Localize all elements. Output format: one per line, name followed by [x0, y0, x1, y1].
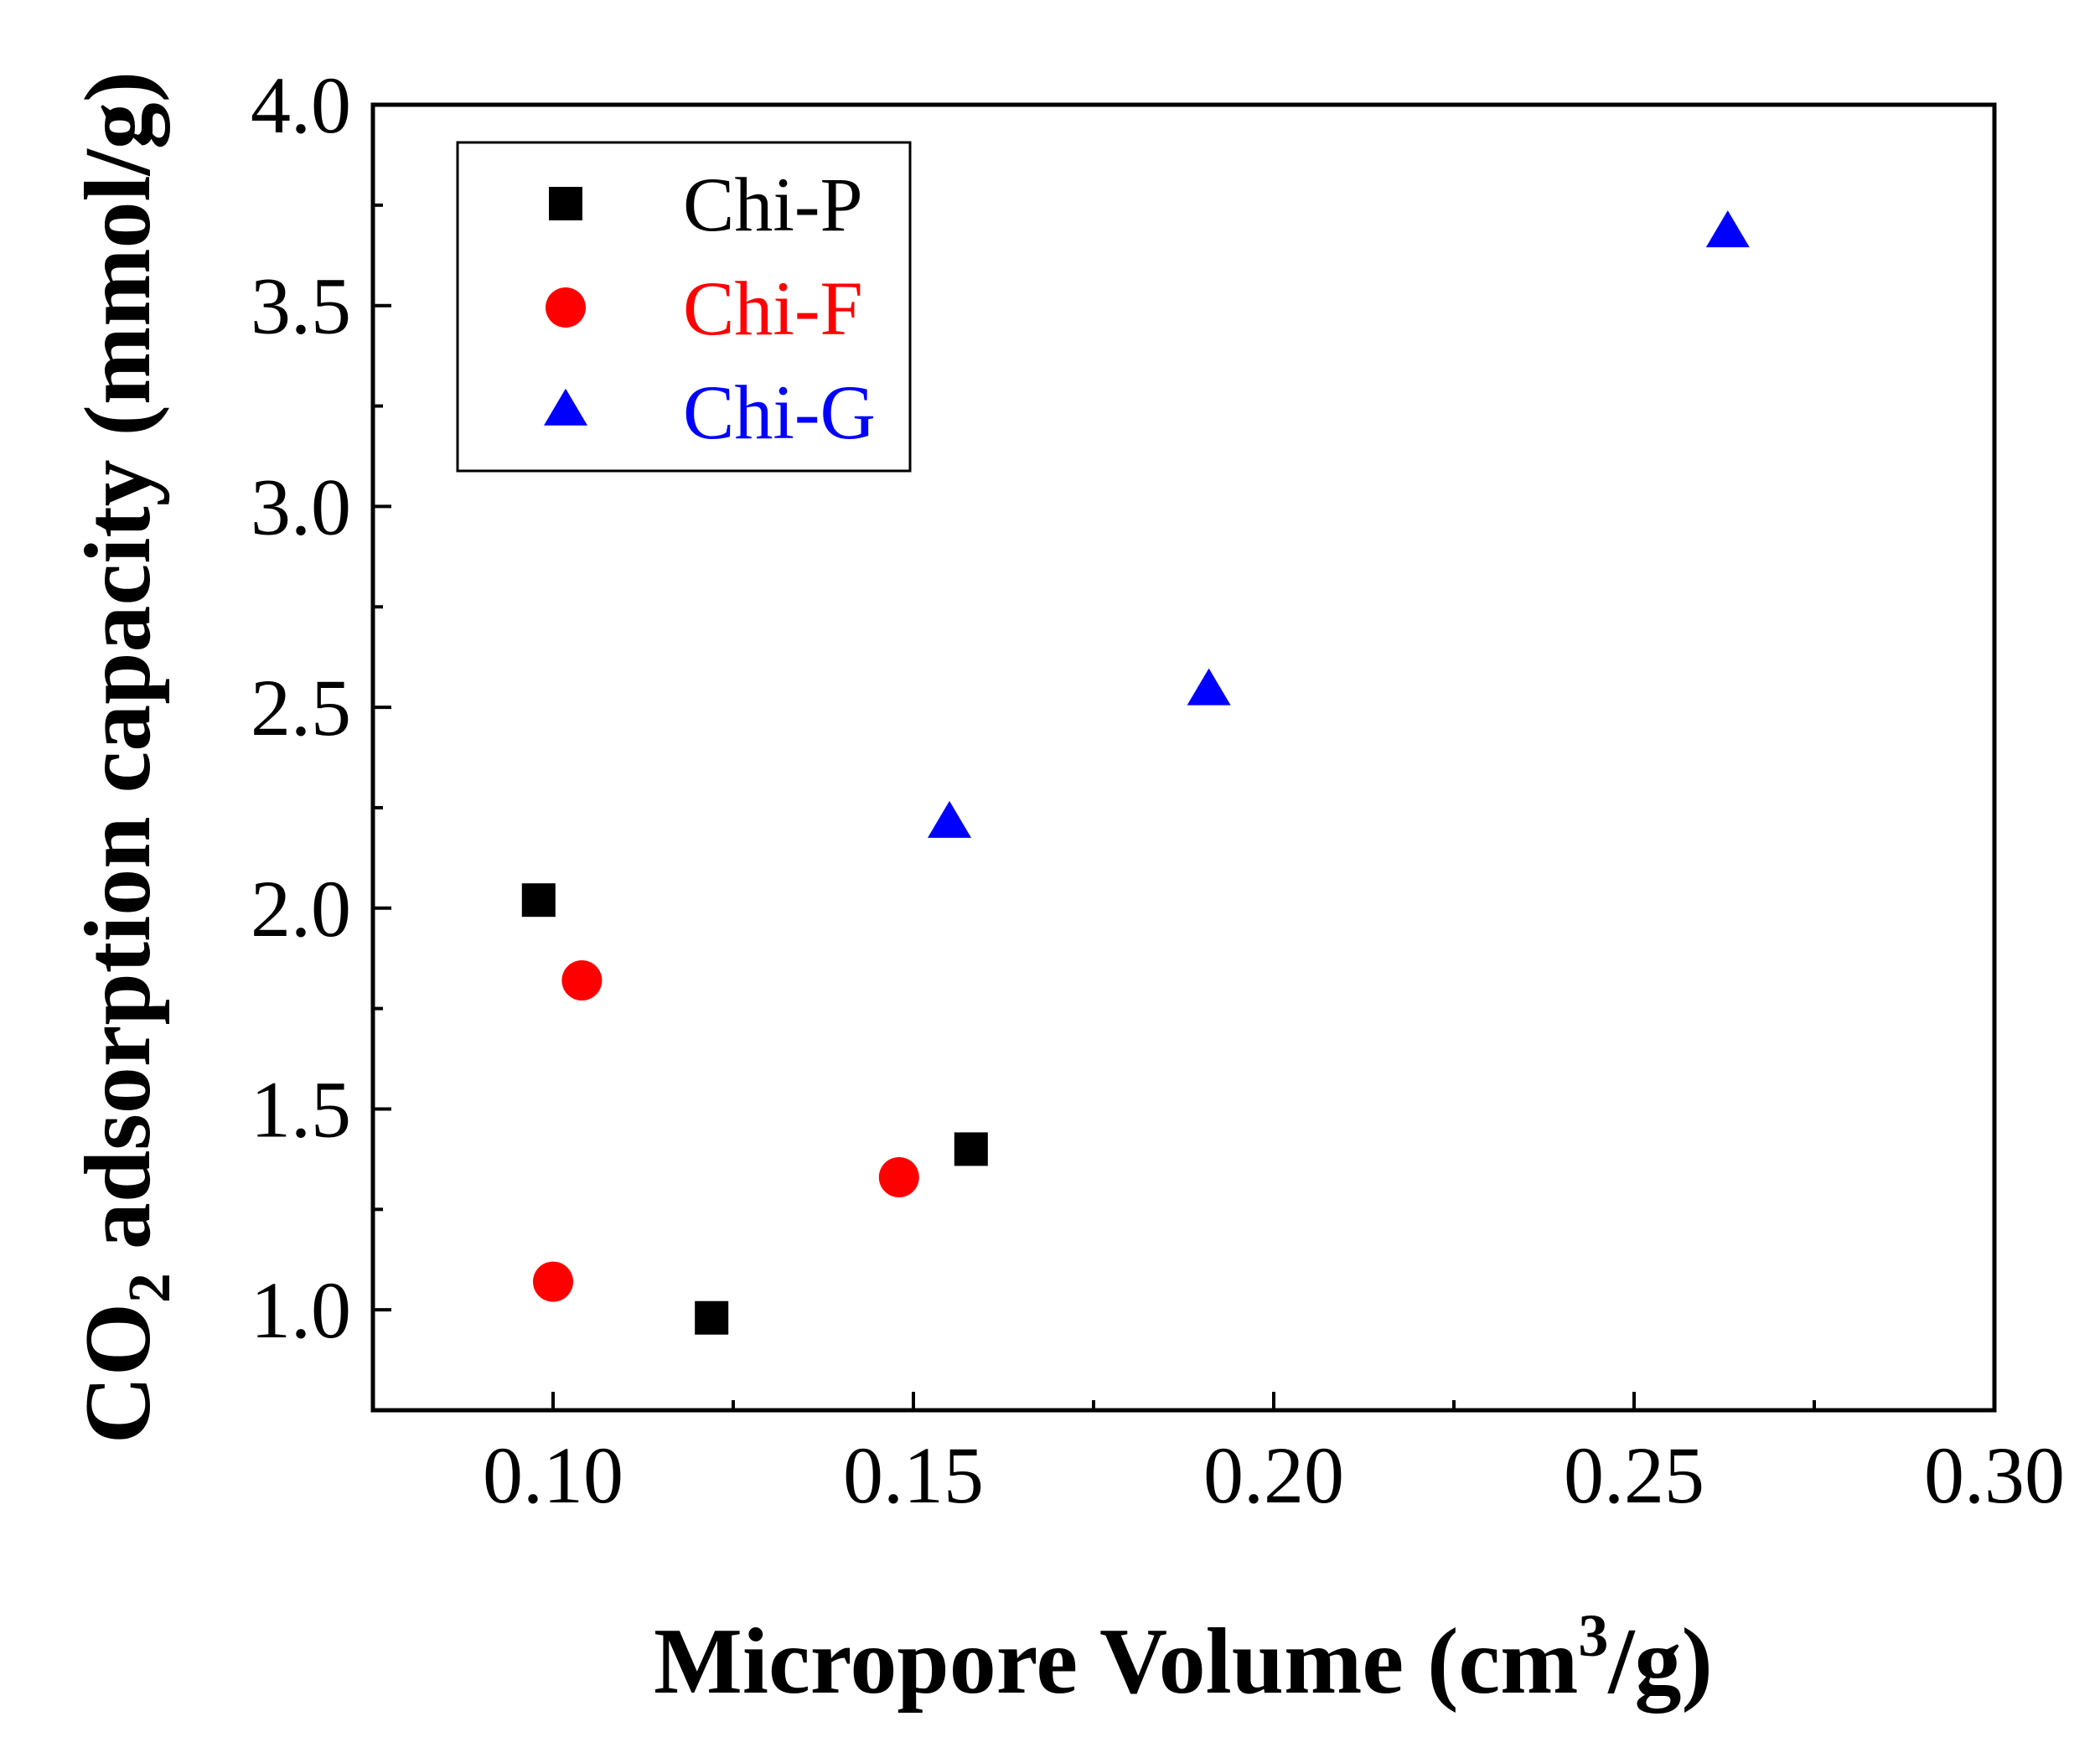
- legend-box: [456, 141, 912, 473]
- y-tick-label: 4.0: [251, 60, 351, 150]
- tick-labels: 0.10 0.15 0.20 0.25 0.30 1.0 1.5 2.0 2.5 3.0 3.5 4.…: [251, 60, 2065, 1520]
- y-axis-title-subscript: 2: [116, 1273, 183, 1303]
- y-axis-title-main: CO: [66, 1303, 170, 1444]
- y-tick-label: 2.0: [251, 864, 351, 954]
- legend-marker: [549, 187, 582, 220]
- y-tick-label: 1.5: [251, 1064, 351, 1154]
- y-tick-label: 2.5: [251, 663, 351, 752]
- y-axis-title: CO2 adsorption capacity (mmol/g): [66, 71, 183, 1444]
- x-axis-title-main: Micropore Volume (cm: [654, 1610, 1578, 1714]
- x-axis-title-superscript: 3: [1578, 1602, 1608, 1669]
- data-point: [928, 800, 971, 838]
- data-point: [533, 1261, 573, 1302]
- legend-label: Chi-G: [683, 370, 876, 455]
- legend-marker: [544, 388, 587, 426]
- x-tick-label: 0.20: [1203, 1430, 1344, 1520]
- data-point: [1705, 210, 1750, 248]
- y-tick-label: 3.5: [251, 261, 351, 351]
- y-tick-label: 1.0: [251, 1265, 351, 1355]
- data-point: [695, 1300, 729, 1335]
- data-points: [521, 210, 1750, 1335]
- data-point: [954, 1132, 988, 1166]
- x-axis-title: Micropore Volume (cm3/g): [654, 1602, 1713, 1714]
- series-chi-g: [928, 210, 1750, 838]
- legend-label: Chi-P: [683, 162, 863, 247]
- legend: Chi-P Chi-F Chi-G: [456, 141, 912, 473]
- legend-item-chi-f: Chi-F: [546, 266, 863, 351]
- y-tick-label: 3.0: [251, 462, 351, 551]
- legend-label: Chi-F: [683, 266, 863, 351]
- x-tick-label: 0.15: [843, 1430, 984, 1520]
- x-tick-label: 0.30: [1924, 1430, 2065, 1520]
- x-tick-label: 0.10: [483, 1430, 623, 1520]
- plot-frame: [370, 102, 1997, 1413]
- series-chi-p: [521, 883, 988, 1335]
- legend-item-chi-p: Chi-P: [549, 162, 863, 247]
- x-tick-label: 0.25: [1564, 1430, 1704, 1520]
- series-chi-f: [533, 960, 919, 1302]
- data-point: [521, 883, 556, 918]
- y-axis-title-suffix: adsorption capacity (mmol/g): [66, 71, 170, 1273]
- data-point: [1187, 668, 1231, 706]
- x-axis-title-suffix: /g): [1606, 1610, 1712, 1714]
- axis-ticks: [371, 103, 1816, 1412]
- legend-marker: [546, 287, 586, 328]
- data-point: [561, 960, 603, 1001]
- legend-item-chi-g: Chi-G: [544, 370, 876, 455]
- data-point: [878, 1156, 919, 1197]
